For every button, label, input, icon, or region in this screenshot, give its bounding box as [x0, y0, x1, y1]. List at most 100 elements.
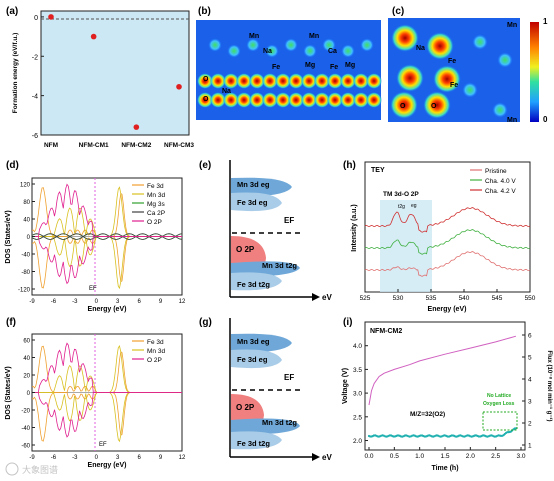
y-tick-label: 2.5	[353, 414, 362, 421]
colorbar	[530, 22, 539, 122]
dos-curve-down	[31, 236, 182, 289]
atom-label: Fe	[272, 64, 280, 71]
y-axis-label-a: Formation energy (eV/f.u.)	[12, 33, 19, 114]
category-label: NFM	[44, 142, 58, 149]
panel-a-label: (a)	[6, 6, 18, 17]
x-tick-label: -6	[51, 455, 57, 461]
x-tick-label: 6	[137, 299, 141, 305]
atom-label: Mn	[507, 22, 517, 29]
legend-label: Cha. 4.2 V	[485, 188, 516, 195]
legend-label: Cha. 4.0 V	[485, 178, 516, 185]
y-tick-label: 3.0	[353, 391, 362, 398]
y-tick-label: 120	[20, 183, 31, 189]
charge-blob	[249, 73, 265, 89]
atom-label: O	[400, 103, 406, 110]
o2p-label-e: O 2P	[236, 245, 255, 254]
atom-label: Mg	[345, 62, 355, 69]
legend-label: O 2P	[147, 219, 162, 226]
y-tick-label: 40	[23, 356, 30, 362]
panel-g-label: (g)	[199, 317, 212, 328]
panel-i: (i) 2.0 2.5 3.0 3.5 4.0 1 2 3 4 5 6 0.0 0.5 1.0 1.5 2…	[342, 317, 553, 472]
charge-blob	[340, 73, 356, 89]
x-tick-label: 6	[137, 455, 141, 461]
y-tick-label: -120	[18, 288, 31, 294]
panel-f-label: (f)	[6, 317, 16, 328]
charge-blob	[423, 91, 451, 119]
o2p-label-g: O 2P	[236, 403, 255, 412]
x-ticks-h: 525 530 535 540 545 550	[360, 289, 536, 302]
x-ticks-i: 0.0 0.5 1.0 1.5 2.0 2.5 3.0	[364, 447, 526, 460]
y-axis-label-h: Intensity (a.u.)	[351, 204, 358, 251]
atom-label: O	[203, 76, 209, 83]
panel-c-label: (c)	[392, 6, 404, 17]
x-axis-label-h: Energy (eV)	[428, 306, 467, 313]
atom-label: Fe	[448, 58, 456, 65]
panel-d: (d) 120 80 40 0 -40 -80 -120 -9 -6 -3 0 3 6 9 12 Fe 3…	[5, 160, 186, 313]
legend-label: O 2P	[147, 357, 162, 364]
plot-area-a	[40, 10, 190, 136]
sample-tag-i: NFM-CM2	[370, 328, 402, 335]
watermark-text: 大象图谱	[22, 464, 58, 475]
band-fe-t2g-label-e: Fe 3d t2g	[237, 280, 270, 289]
x-tick-label: 12	[179, 455, 186, 461]
atom-label: Na	[263, 48, 272, 55]
atom-label: Fe	[330, 64, 338, 71]
x-tick-label: 1.0	[415, 453, 424, 460]
x-tick-label: 1.5	[440, 453, 449, 460]
data-points-a	[48, 14, 182, 130]
note-line1-i: No Lattice	[487, 393, 511, 399]
charge-blob	[497, 52, 513, 68]
atom-label: Mn	[507, 117, 517, 124]
charge-blob	[314, 92, 330, 108]
charge-blob	[390, 91, 418, 119]
y2-ticks-i: 1 2 3 4 5 6	[522, 333, 532, 450]
charge-density-b	[197, 38, 382, 108]
x-tick-label: 0.5	[390, 453, 399, 460]
dos-curves-f	[31, 342, 182, 443]
band-mn-eg-label-e: Mn 3d eg	[237, 180, 270, 189]
charge-blob	[236, 92, 252, 108]
colorbar-max: 1	[543, 17, 548, 26]
fermi-label-e: EF	[284, 216, 294, 225]
y2-tick-label: 4	[528, 377, 532, 384]
charge-blob	[391, 24, 419, 52]
y-ticks-a: 0 -2 -4 -6	[32, 15, 44, 140]
charge-blob	[197, 73, 213, 89]
data-point	[48, 14, 54, 20]
x-tick-label: 535	[426, 295, 437, 302]
dos-curves-d	[31, 183, 183, 290]
charge-blob	[426, 32, 454, 60]
charge-blob	[246, 38, 260, 52]
atom-labels-c: Mn Na Fe Fe O O Mn	[400, 22, 517, 124]
no-loss-box	[482, 411, 518, 431]
x-tick-label: 540	[459, 295, 470, 302]
region-label-h: TM 3d-O 2P	[383, 191, 419, 198]
charge-blob	[462, 82, 478, 98]
x-tick-label: 550	[525, 295, 536, 302]
x-tick-label: 530	[393, 295, 404, 302]
band-fe-eg-g	[231, 349, 282, 369]
atom-label: Mn	[309, 33, 319, 40]
y-axis-label-f: DOS (States/eV)	[5, 366, 12, 419]
y-ticks-d: 120 80 40 0 -40 -80 -120	[18, 183, 35, 294]
flux-curve	[367, 427, 518, 438]
plot-area-i	[364, 321, 526, 451]
legend-label: Mn 3d	[147, 192, 165, 199]
band-mn-t2g-label-g: Mn 3d t2g	[262, 418, 297, 427]
colorbar-min: 0	[543, 115, 548, 124]
panel-e-label: (e)	[199, 160, 211, 171]
charge-blob	[284, 38, 298, 52]
arrow-e	[312, 293, 320, 301]
x-tick-label: 9	[159, 455, 163, 461]
panel-e: (e) Mn 3d eg Fe 3d eg EF O 2P Mn 3d t2g …	[199, 160, 332, 302]
charge-blob	[275, 92, 291, 108]
y-tick-label: -40	[21, 253, 30, 259]
y2-tick-label: 2	[528, 421, 532, 428]
band-mn-eg-label-g: Mn 3d eg	[237, 337, 270, 346]
dos-curve-down	[32, 392, 182, 443]
charge-blob	[288, 73, 304, 89]
charge-blob	[492, 102, 508, 118]
dos-curve-down	[32, 236, 182, 290]
y2-tick-label: 5	[528, 355, 532, 362]
charge-blob	[288, 92, 304, 108]
